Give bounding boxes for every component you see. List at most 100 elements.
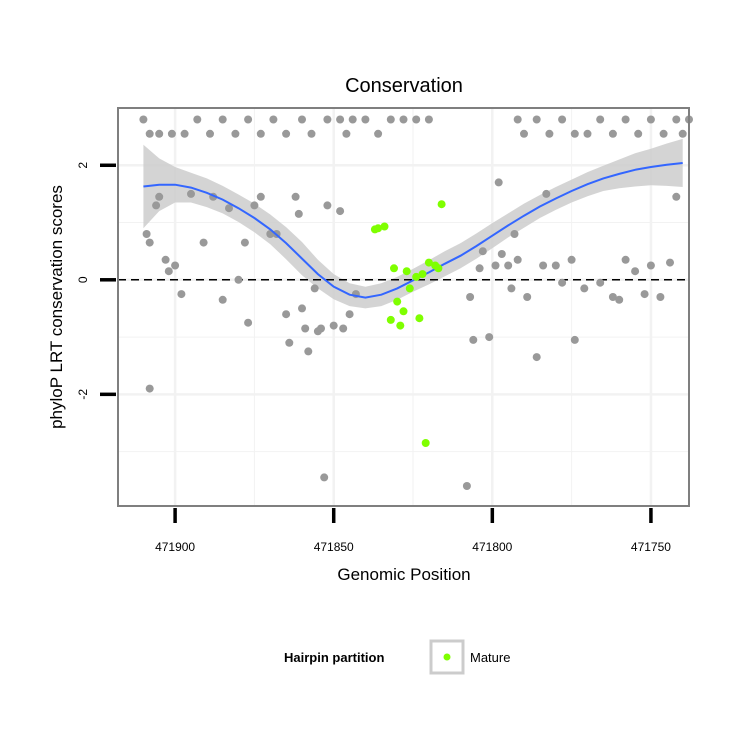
data-point — [177, 290, 186, 299]
mature-data-point — [374, 224, 383, 233]
data-point — [199, 238, 208, 247]
data-point — [142, 230, 151, 238]
data-point — [672, 115, 681, 124]
data-point — [323, 115, 332, 124]
mature-data-point — [412, 272, 421, 281]
y-axis-title: phyloP LRT conservation scores — [47, 185, 66, 429]
data-point — [666, 258, 674, 267]
data-point — [558, 115, 567, 124]
data-point — [171, 261, 180, 270]
mature-data-point — [393, 297, 402, 306]
x-tick-label: 471900 — [155, 540, 195, 554]
data-point — [187, 189, 195, 198]
data-point — [412, 115, 421, 124]
data-point — [206, 129, 214, 138]
data-point — [250, 201, 259, 210]
data-point — [570, 129, 579, 138]
data-point — [301, 324, 310, 333]
data-point — [145, 129, 154, 138]
data-point — [167, 129, 176, 138]
data-point — [551, 261, 560, 270]
data-point — [298, 304, 306, 313]
mature-data-point — [402, 267, 411, 276]
data-point — [240, 238, 249, 247]
y-tick-label: -2 — [76, 389, 90, 400]
x-axis-title: Genomic Position — [337, 565, 470, 584]
mature-data-point — [380, 222, 389, 231]
mature-data-point — [390, 264, 398, 273]
data-point — [307, 129, 316, 138]
mature-data-point — [396, 321, 405, 330]
data-point — [180, 129, 189, 138]
mature-data-point — [421, 439, 430, 447]
data-point — [361, 115, 370, 124]
data-point — [583, 129, 592, 138]
grid-lines — [118, 108, 689, 506]
data-point — [145, 384, 154, 393]
data-point — [475, 264, 484, 273]
data-point — [656, 293, 665, 301]
data-point — [164, 267, 173, 276]
data-point — [225, 204, 233, 213]
data-point — [336, 207, 345, 216]
data-point — [646, 115, 655, 124]
data-point — [615, 295, 624, 304]
data-point — [285, 338, 294, 347]
data-point — [323, 201, 332, 210]
data-point — [317, 324, 325, 333]
data-point — [539, 261, 548, 270]
mature-data-point — [437, 200, 446, 209]
data-point — [570, 335, 579, 344]
data-point — [513, 115, 522, 124]
data-point — [231, 129, 240, 138]
data-point — [672, 192, 681, 201]
data-point — [545, 129, 554, 138]
data-point — [339, 324, 348, 333]
data-point — [298, 115, 306, 124]
mature-data-point — [424, 258, 433, 267]
data-point — [491, 261, 500, 270]
legend: Hairpin partition Mature — [284, 639, 510, 675]
data-point — [542, 189, 551, 198]
x-tick-label: 471750 — [631, 540, 671, 554]
mature-data-point — [434, 264, 443, 273]
data-point — [399, 115, 408, 124]
y-tick-label: 0 — [76, 276, 90, 283]
legend-entry-mature: Mature — [470, 650, 510, 665]
data-point — [342, 129, 351, 138]
data-point — [256, 129, 265, 138]
data-point — [558, 278, 567, 287]
data-point — [567, 255, 576, 264]
plot-panel — [117, 107, 693, 507]
data-point — [386, 115, 395, 124]
data-point — [282, 129, 291, 138]
data-point — [291, 192, 300, 201]
data-point — [244, 115, 253, 124]
data-point — [218, 115, 227, 124]
data-point — [507, 284, 516, 293]
data-point — [152, 201, 161, 210]
data-point — [596, 115, 605, 124]
data-point — [462, 482, 471, 490]
mature-data-point — [386, 315, 395, 324]
x-tick-label: 471850 — [314, 540, 354, 554]
data-point — [494, 178, 503, 187]
data-point — [608, 129, 617, 138]
data-point — [478, 247, 487, 256]
data-point — [634, 129, 643, 138]
data-point — [621, 115, 630, 124]
data-point — [161, 255, 170, 264]
data-point — [497, 250, 506, 258]
chart-title: Conservation — [345, 75, 463, 97]
data-point — [256, 192, 265, 201]
x-tick-label: 471800 — [472, 540, 512, 554]
data-point — [155, 192, 164, 201]
data-point — [523, 293, 532, 301]
legend-key-mature-dot — [443, 653, 451, 661]
data-point — [580, 284, 589, 293]
mature-data-point — [405, 284, 414, 293]
y-tick-label: 2 — [76, 162, 90, 169]
mature-data-point — [418, 270, 427, 279]
data-point — [510, 230, 519, 238]
data-point — [513, 255, 522, 264]
